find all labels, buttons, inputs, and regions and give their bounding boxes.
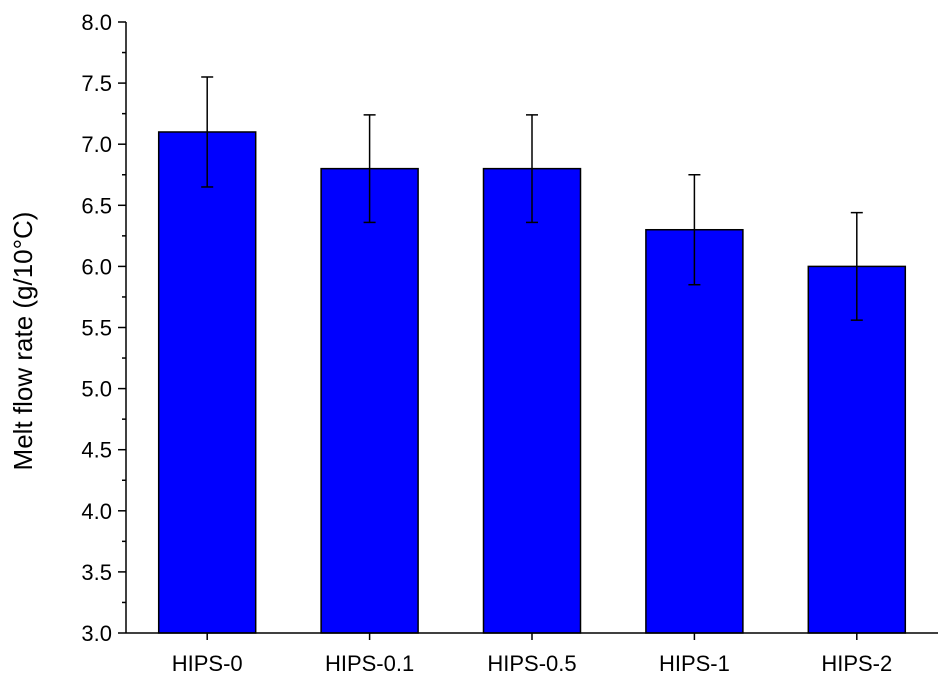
y-tick-label: 3.5 xyxy=(81,560,112,585)
y-tick-label: 6.5 xyxy=(81,193,112,218)
y-tick-label: 5.5 xyxy=(81,316,112,341)
bar-hips-0 xyxy=(157,131,257,634)
labels-layer: HIPS-0 HIPS-0.1 HIPS-0.5 HIPS-1 HIPS-2 3.0 3.5… xyxy=(81,10,892,676)
y-tick-label: 4.0 xyxy=(81,499,112,524)
y-tick-label: 6.0 xyxy=(81,254,112,279)
bar-hips-2 xyxy=(807,265,907,634)
bar-hips-1 xyxy=(645,228,744,634)
x-tick-label: HIPS-0.1 xyxy=(325,651,414,676)
y-tick-label: 5.0 xyxy=(81,377,112,402)
error-bar xyxy=(526,114,538,224)
x-tick-label: HIPS-2 xyxy=(821,651,892,676)
y-tick-label: 7.0 xyxy=(81,132,112,157)
y-tick-label: 4.5 xyxy=(81,438,112,463)
x-tick-label: HIPS-0 xyxy=(172,651,243,676)
axes-layer xyxy=(118,21,938,640)
bar-hips-0-5 xyxy=(482,167,582,634)
y-axis-title: Melt flow rate (g/10°C) xyxy=(8,212,38,471)
x-tick-label: HIPS-0.5 xyxy=(487,651,576,676)
y-tick-label: 7.5 xyxy=(81,71,112,96)
y-tick-label: 8.0 xyxy=(81,10,112,35)
error-bars-layer xyxy=(201,76,863,321)
error-bar xyxy=(201,76,214,188)
error-bar xyxy=(850,211,863,321)
y-tick-label: 3.0 xyxy=(81,621,112,646)
error-bar xyxy=(363,114,376,224)
bar-hips-0-1 xyxy=(320,167,419,634)
x-tick-label: HIPS-1 xyxy=(659,651,730,676)
error-bar xyxy=(688,174,701,286)
